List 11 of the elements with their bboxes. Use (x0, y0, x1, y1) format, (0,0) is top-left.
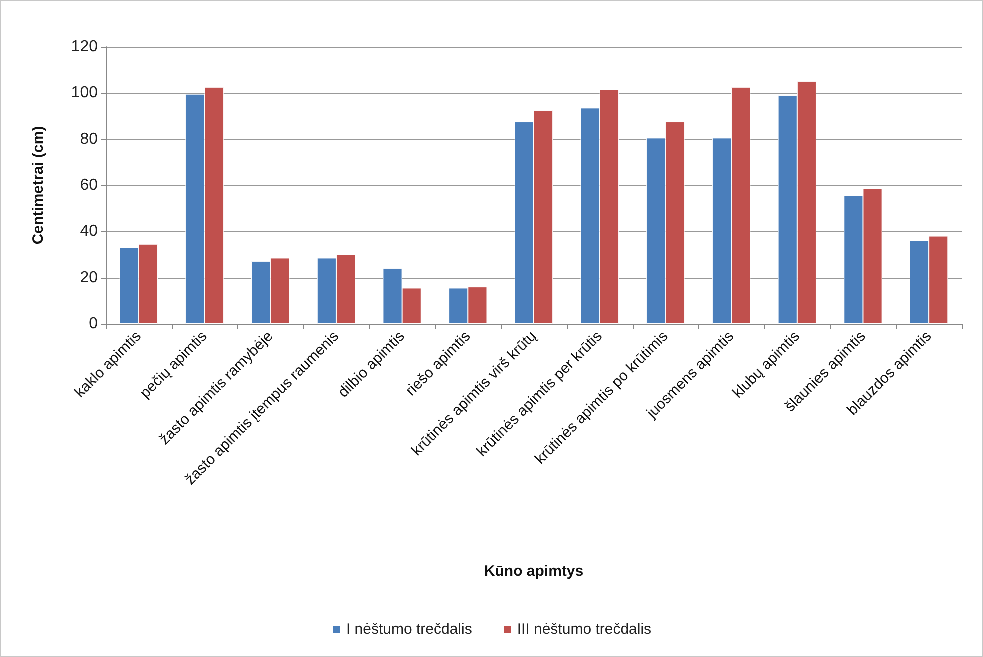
y-tick-label: 60 (80, 177, 98, 194)
y-axis-title: Centimetrai (cm) (30, 126, 47, 245)
y-tick-label: 20 (80, 269, 98, 286)
y-tick-label: 0 (89, 316, 98, 332)
y-tick-label: 40 (80, 223, 98, 240)
y-tick-label: 80 (80, 130, 98, 148)
legend-label: I nėštumo trečdalis (346, 621, 472, 638)
y-tick-label: 100 (71, 84, 98, 102)
y-tick-label: 120 (71, 38, 98, 56)
x-axis-title: Kūno apimtys (484, 563, 584, 580)
legend-label: III nėštumo trečdalis (517, 621, 652, 638)
